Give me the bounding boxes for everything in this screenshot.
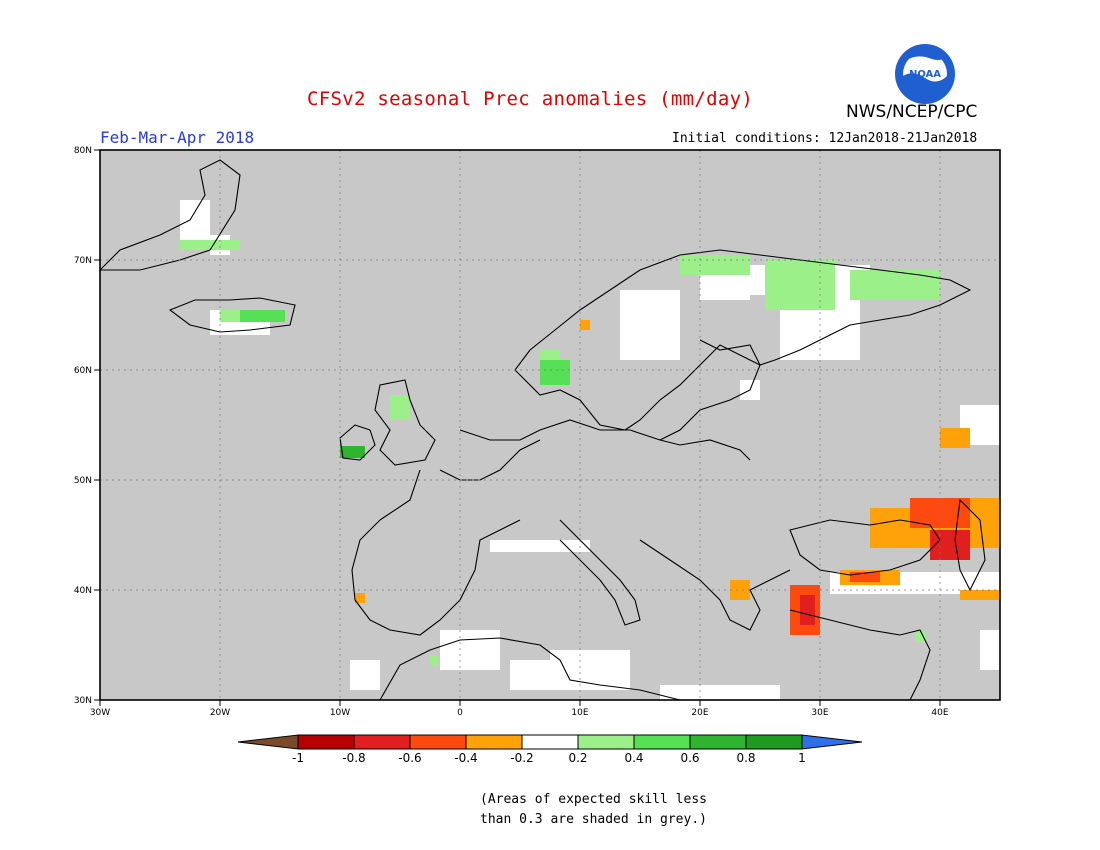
map-background [100,150,1000,700]
map-title: CFSv2 seasonal Prec anomalies (mm/day) [307,88,754,110]
footnote-line-2: than 0.3 are shaded in grey.) [480,812,707,827]
lon-tick-label: 0 [457,708,463,718]
lon-tick-label: 10E [571,708,588,718]
lat-tick-label: 40N [74,586,92,596]
agency-label: NWS/NCEP/CPC [846,102,978,122]
lon-tick-label: 20E [691,708,708,718]
legend-tick-label: 0.6 [680,751,699,765]
noaa-logo-text: NOAA [909,69,941,80]
lon-tick-label: 30W [90,708,110,718]
legend-swatch [577,734,635,750]
legend-tick-label: -0.8 [342,751,365,765]
legend-swatch [353,734,411,750]
legend-tick-label: -0.6 [398,751,421,765]
tick-marks [94,149,941,706]
gridlines [100,150,1000,700]
light-green-shading [180,240,940,665]
green-shading [240,310,570,458]
lon-tick-label: 10W [330,708,350,718]
legend-swatch [409,734,467,750]
legend-swatch [521,734,579,750]
legend-tick-label: 1 [798,751,806,765]
legend-swatch [745,734,803,750]
lon-tick-label: 20W [210,708,230,718]
legend-tick-label: 0.4 [624,751,643,765]
legend-tick-label: 0.8 [736,751,755,765]
lat-tick-label: 80N [74,146,92,156]
map-frame [99,149,1001,701]
forecast-period: Feb-Mar-Apr 2018 [100,128,255,147]
noaa-logo: NOAA [895,44,955,104]
legend-tick-label: -0.2 [510,751,533,765]
legend-labels: -1 -0.8 -0.6 -0.4 -0.2 0.2 0.4 0.6 0.8 1 [292,751,806,765]
legend-swatch [297,734,355,750]
negative-anomaly-shading [355,320,1000,635]
lat-tick-label: 70N [74,256,92,266]
legend-arrow-right [801,734,863,750]
initial-conditions: Initial conditions: 12Jan2018-21Jan2018 [672,131,978,146]
legend-tick-label: -0.4 [454,751,477,765]
footnote-line-1: (Areas of expected skill less [480,792,707,807]
lat-tick-labels: 30N 40N 50N 60N 70N 80N [74,146,92,706]
legend-tick-label: -1 [292,751,304,765]
legend-arrow-left [237,734,299,750]
legend-swatch [689,734,747,750]
lon-tick-label: 40E [931,708,948,718]
lat-tick-label: 50N [74,476,92,486]
color-legend: -1 -0.8 -0.6 -0.4 -0.2 0.2 0.4 0.6 0.8 1 [237,734,863,765]
legend-tick-label: 0.2 [568,751,587,765]
legend-boxes [237,734,863,750]
lon-tick-label: 30E [811,708,828,718]
precip-anomaly-map: 30W 20W 10W 0 10E 20E 30E 40E 30N 40N 50… [74,146,1001,718]
legend-swatch [465,734,523,750]
lat-tick-label: 30N [74,696,92,706]
legend-swatch [633,734,691,750]
lat-tick-label: 60N [74,366,92,376]
lon-tick-labels: 30W 20W 10W 0 10E 20E 30E 40E [90,708,949,718]
